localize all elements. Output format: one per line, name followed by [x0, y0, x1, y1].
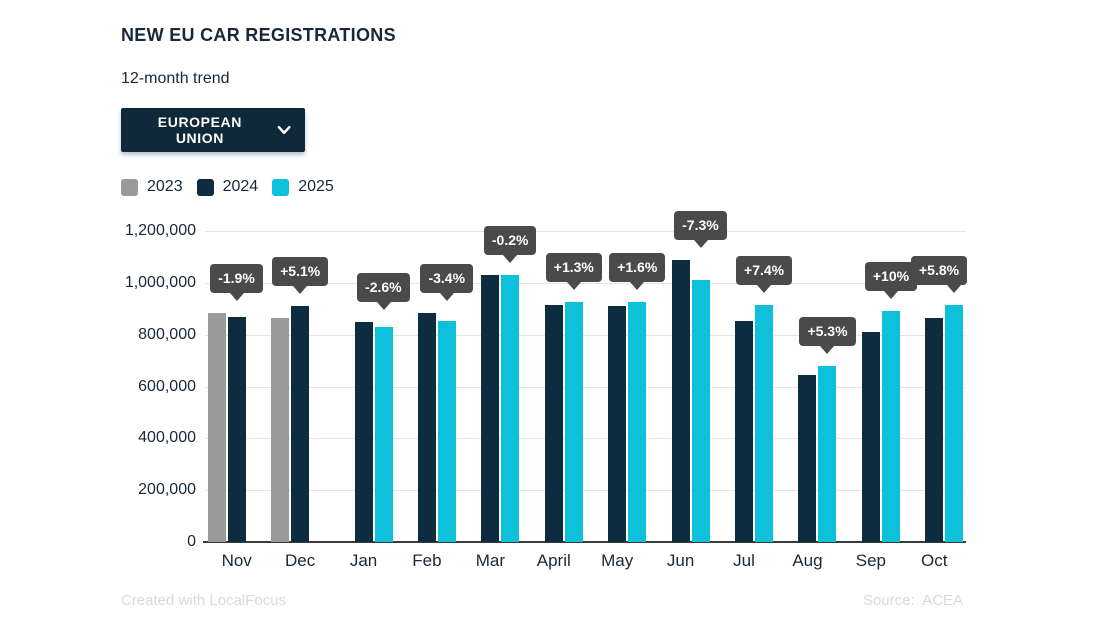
gridline [205, 231, 966, 232]
legend-label-2024: 2024 [222, 178, 259, 195]
change-badge-mar: -0.2% [483, 225, 537, 255]
change-badge-pointer-jun [693, 239, 708, 248]
bar-2025-sep[interactable] [881, 311, 900, 542]
bar-2023-dec[interactable] [271, 317, 290, 542]
bar-2025-oct[interactable] [945, 304, 964, 542]
x-label-april: April [536, 551, 571, 570]
bar-2024-jun[interactable] [671, 259, 690, 542]
y-tick-label: 1,000,000 [124, 273, 196, 291]
legend-item-2024: 2024 [196, 178, 259, 196]
x-label-sep: Sep [855, 551, 886, 570]
bar-2024-nov[interactable] [227, 317, 246, 542]
region-dropdown[interactable]: EUROPEAN UNION [121, 108, 305, 152]
gridline [205, 282, 966, 284]
bar-2024-aug[interactable] [798, 375, 817, 542]
bar-2024-oct[interactable] [925, 317, 944, 542]
bar-2024-april[interactable] [544, 305, 563, 542]
x-label-oct: Oct [921, 551, 948, 570]
legend-item-2023: 2023 [121, 178, 183, 196]
gridline [205, 386, 966, 388]
change-badge-pointer-jan [376, 301, 391, 310]
change-badge-pointer-sep [883, 291, 898, 300]
page-title: NEW EU CAR REGISTRATIONS [121, 25, 396, 45]
chart-legend: 2023 2024 2025 [121, 178, 334, 196]
credit-text: Created with LocalFocus [121, 592, 287, 609]
change-badge-pointer-april [566, 282, 581, 291]
legend-label-2023: 2023 [147, 178, 183, 195]
change-badge-pointer-dec [293, 286, 308, 295]
change-badge-feb: -3.4% [420, 264, 474, 294]
y-tick-label: 800,000 [138, 325, 196, 343]
gridline [205, 438, 966, 440]
change-badge-pointer-aug [820, 346, 835, 355]
bar-2023-nov[interactable] [207, 312, 226, 542]
y-tick-label: 0 [187, 533, 196, 550]
bar-2024-sep[interactable] [861, 332, 880, 542]
gridline [205, 490, 966, 492]
change-badge-jan: -2.6% [357, 272, 410, 302]
bar-2025-jun[interactable] [691, 280, 710, 542]
bar-2025-aug[interactable] [818, 366, 837, 542]
change-badge-pointer-may [630, 282, 645, 290]
bar-2025-april[interactable] [564, 302, 583, 542]
bar-2025-jul[interactable] [755, 304, 774, 542]
bar-2024-jul[interactable] [735, 321, 754, 542]
y-tick-label: 400,000 [138, 429, 196, 447]
y-tick-label: 200,000 [138, 481, 196, 499]
y-tick-label: 1,200,000 [124, 222, 196, 239]
change-badge-jul: +7.4% [736, 255, 793, 285]
change-badge-may: +1.6% [609, 253, 666, 282]
change-badge-jun: -7.3% [674, 210, 727, 240]
change-badge-pointer-feb [439, 293, 454, 302]
bar-2024-jan[interactable] [354, 321, 373, 542]
change-badge-pointer-jul [757, 284, 772, 293]
x-axis-line [203, 541, 966, 543]
change-badge-sep: +10% [864, 262, 918, 292]
x-label-may: May [601, 551, 634, 570]
change-badge-oct: +5.8% [911, 255, 968, 285]
legend-item-2025: 2025 [272, 178, 334, 196]
bar-2024-mar[interactable] [481, 274, 500, 542]
legend-label-2025: 2025 [298, 178, 334, 195]
change-badge-dec: +5.1% [272, 257, 329, 287]
x-label-jan: Jan [349, 551, 378, 570]
bar-2025-may[interactable] [628, 302, 647, 542]
chevron-down-icon [277, 125, 291, 135]
legend-swatch-2025 [272, 178, 290, 196]
x-label-dec: Dec [285, 551, 316, 570]
y-tick-label: 600,000 [138, 377, 196, 395]
bar-2024-dec[interactable] [291, 306, 310, 542]
gridline [205, 334, 966, 336]
legend-swatch-2023 [121, 178, 138, 196]
bar-2025-mar[interactable] [501, 275, 520, 542]
change-badge-april: +1.3% [545, 253, 602, 283]
bar-2025-feb[interactable] [437, 321, 456, 542]
x-label-feb: Feb [412, 551, 442, 570]
region-dropdown-label: EUROPEAN UNION [157, 114, 242, 146]
bar-2024-feb[interactable] [417, 313, 436, 542]
chart-subtitle: 12-month trend [121, 70, 230, 87]
source-text: Source: ACEA [862, 592, 963, 609]
x-label-mar: Mar [475, 551, 506, 570]
x-label-nov: Nov [221, 551, 252, 570]
x-label-jun: Jun [666, 551, 695, 570]
x-label-aug: Aug [792, 551, 823, 570]
change-badge-pointer-nov [229, 292, 244, 301]
change-badge-pointer-mar [503, 254, 518, 263]
bar-2025-jan[interactable] [374, 327, 393, 542]
legend-swatch-2024 [196, 178, 214, 196]
bar-2024-may[interactable] [608, 305, 627, 542]
change-badge-nov: -1.9% [210, 263, 263, 293]
x-label-jul: Jul [733, 551, 755, 570]
change-badge-pointer-oct [947, 284, 962, 293]
change-badge-aug: +5.3% [799, 317, 856, 347]
